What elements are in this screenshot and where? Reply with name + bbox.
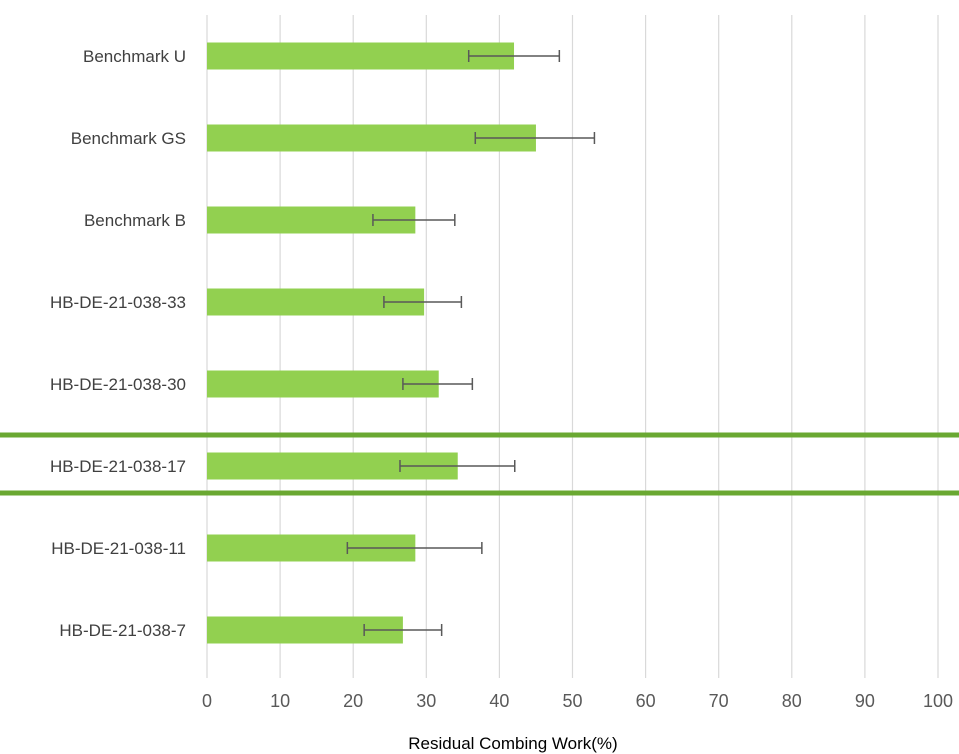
x-tick-label: 80 <box>782 691 802 711</box>
x-tick-label: 60 <box>636 691 656 711</box>
category-label: HB-DE-21-038-30 <box>50 375 186 394</box>
category-label: Benchmark U <box>83 47 186 66</box>
category-label: HB-DE-21-038-7 <box>59 621 186 640</box>
category-label: HB-DE-21-038-33 <box>50 293 186 312</box>
category-label: HB-DE-21-038-11 <box>51 539 186 558</box>
x-tick-label: 50 <box>562 691 582 711</box>
bars <box>207 43 536 644</box>
x-axis-title: Residual Combing Work(%) <box>408 734 617 753</box>
x-tick-label: 70 <box>709 691 729 711</box>
category-labels: Benchmark U Benchmark GS Benchmark B HB-DE-… <box>50 47 186 640</box>
x-tick-labels: 0 10 20 30 40 50 60 70 80 90 100 <box>202 691 953 711</box>
category-label: Benchmark B <box>84 211 186 230</box>
x-tick-label: 10 <box>270 691 290 711</box>
x-tick-label: 30 <box>416 691 436 711</box>
highlight-line-top <box>0 433 959 438</box>
gridlines <box>207 15 938 678</box>
x-tick-label: 100 <box>923 691 953 711</box>
category-label: Benchmark GS <box>71 129 186 148</box>
x-tick-label: 40 <box>489 691 509 711</box>
category-label: HB-DE-21-038-17 <box>50 457 186 476</box>
x-tick-label: 90 <box>855 691 875 711</box>
highlight-line-bottom <box>0 491 959 496</box>
x-tick-label: 0 <box>202 691 212 711</box>
x-tick-label: 20 <box>343 691 363 711</box>
